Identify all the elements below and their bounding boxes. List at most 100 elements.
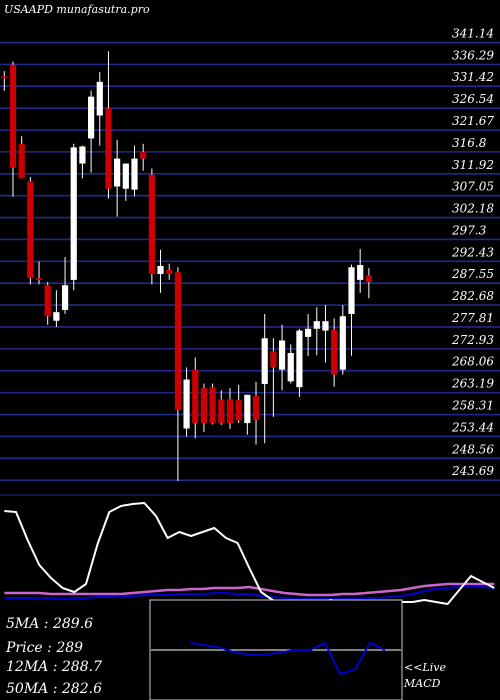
candle	[226, 388, 234, 429]
candle	[53, 290, 60, 328]
candle-body	[96, 81, 103, 116]
candle-body	[339, 316, 346, 370]
candle	[88, 90, 95, 173]
price-tick-label: 268.06	[451, 355, 494, 369]
slow-line	[4, 585, 495, 600]
candle	[296, 328, 303, 398]
candle-body	[296, 330, 303, 388]
candle	[131, 145, 138, 197]
candle-body	[1, 76, 8, 79]
candle-body	[61, 285, 69, 310]
candle	[105, 51, 112, 199]
price-tick-label: 316.8	[452, 136, 487, 150]
brand-title: USAAPD munafasutra.pro	[4, 3, 150, 16]
candle-body	[261, 338, 268, 385]
price-tick-label: 341.14	[452, 27, 494, 41]
candle-body	[305, 328, 312, 337]
macd-line	[189, 641, 386, 676]
candle	[192, 357, 199, 439]
price-tick-label: 302.18	[452, 202, 494, 216]
candle-body	[287, 353, 294, 382]
candle	[35, 261, 43, 285]
price-axis-labels: 341.14 336.29 331.42 326.54 321.67 316.8 311.9…	[451, 27, 494, 479]
candle-body	[218, 399, 225, 424]
candle	[339, 305, 346, 375]
price-tick-label: 326.54	[452, 92, 494, 106]
price-tick-label: 307.05	[452, 180, 494, 194]
candle-body	[44, 285, 51, 317]
price-tick-label: 311.92	[452, 158, 494, 172]
candle-body	[209, 387, 216, 424]
price-tick-label: 336.29	[452, 48, 494, 62]
macd-panel	[151, 641, 401, 676]
price-tick-label: 243.69	[451, 464, 494, 478]
price-tick-label: 331.42	[452, 70, 494, 84]
candle	[244, 394, 251, 435]
candle-body	[322, 321, 329, 331]
candle	[44, 282, 51, 325]
candle-body	[235, 400, 242, 421]
candle-body	[348, 267, 355, 314]
candle-body	[9, 64, 17, 168]
price-tick-label: 277.81	[451, 311, 494, 325]
candle-body	[200, 388, 208, 424]
price-tick-label: 321.67	[452, 114, 494, 128]
candle	[157, 249, 164, 293]
candle-body	[244, 394, 251, 424]
macd-note-live: <<Live	[404, 661, 446, 674]
candle	[331, 318, 338, 387]
candle	[305, 313, 312, 357]
candle-body	[148, 174, 155, 275]
candle	[252, 381, 260, 445]
candlestick-series	[1, 51, 372, 482]
price-tick-label: 297.3	[451, 223, 487, 237]
candle	[166, 263, 173, 280]
candle-body	[70, 147, 77, 280]
candle	[235, 384, 242, 424]
stats-legend: 5MA : 289.6 Price : 289 12MA : 288.7 50M…	[5, 616, 102, 697]
candle	[200, 383, 208, 433]
candle	[209, 383, 216, 425]
candle-body	[278, 340, 286, 370]
candle-body	[114, 158, 121, 187]
candle	[140, 143, 147, 171]
candle-body	[88, 96, 95, 139]
candle-body	[18, 143, 25, 179]
price-tick-label: 292.43	[451, 245, 494, 259]
candle-body	[313, 321, 320, 329]
candle	[79, 145, 86, 179]
stat-12ma: 12MA : 288.7	[6, 659, 102, 675]
candle	[122, 163, 129, 201]
candle	[70, 143, 77, 291]
stat-5ma: 5MA : 289.6	[6, 616, 93, 632]
price-tick-label: 253.44	[451, 420, 494, 434]
candle	[218, 390, 225, 425]
candle-body	[192, 369, 199, 424]
candle-body	[27, 181, 34, 279]
ma-line	[4, 582, 495, 597]
candle-body	[122, 163, 129, 189]
candle	[278, 324, 286, 391]
candle-body	[270, 351, 277, 368]
stat-50ma: 50MA : 282.6	[6, 681, 102, 697]
candle-body	[252, 395, 260, 420]
candle-body	[331, 329, 338, 375]
candle-body	[183, 379, 190, 429]
candle	[365, 268, 372, 299]
candle-body	[157, 265, 164, 275]
candle-body	[166, 269, 173, 275]
fast-line	[4, 502, 495, 609]
candle	[174, 267, 181, 482]
candle	[114, 139, 121, 217]
candle-body	[357, 265, 364, 280]
candle	[1, 71, 8, 91]
candle-body	[53, 312, 60, 321]
candle-body	[365, 275, 372, 283]
price-tick-label: 287.55	[451, 267, 494, 281]
candle	[348, 264, 355, 356]
candle-body	[105, 108, 112, 189]
price-tick-label: 263.19	[451, 377, 494, 391]
price-tick-label: 258.31	[451, 399, 494, 413]
